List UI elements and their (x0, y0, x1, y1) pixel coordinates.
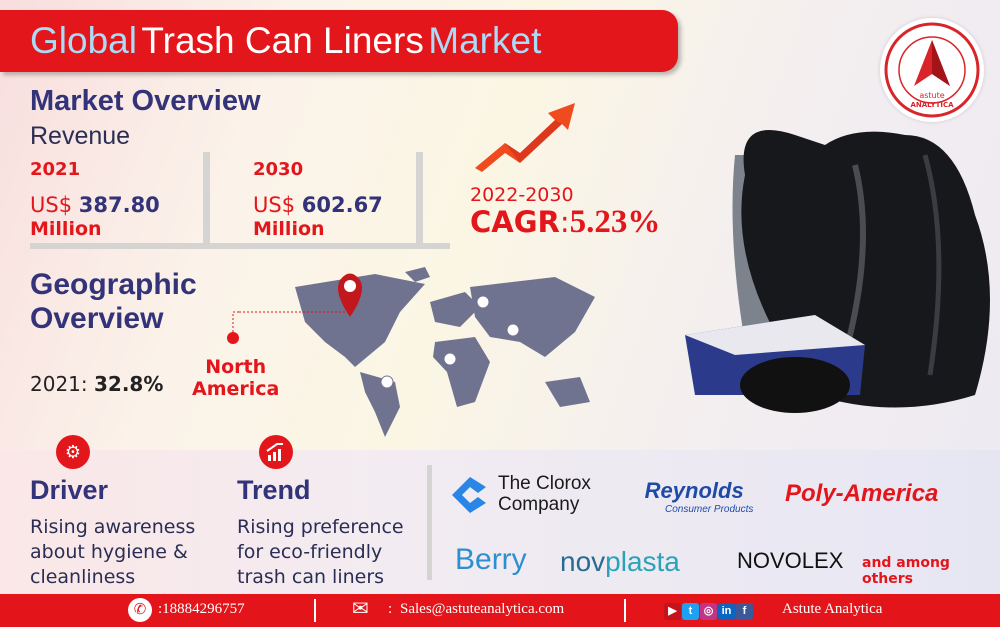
trend-heading: Trend (237, 475, 311, 505)
cagr-value: 5.23% (569, 204, 661, 240)
social-icons: ▶ t ◎ in f (664, 602, 754, 620)
driver-text: Rising awareness about hygiene & cleanli… (30, 516, 196, 588)
cagr-sep: : (559, 205, 570, 239)
logo-name2: ANALYTICA (910, 101, 954, 109)
others-label: and among others (862, 555, 950, 587)
youtube-icon[interactable]: ▶ (664, 603, 681, 620)
linkedin-icon[interactable]: in (718, 603, 735, 620)
region-share: 2021: 32.8% (30, 372, 163, 396)
gears-icon: ⚙ (56, 435, 90, 469)
share-value: 32.8% (94, 372, 164, 396)
reynolds-sub: Consumer Products (665, 504, 754, 515)
revenue-label: Revenue (30, 122, 131, 150)
email-link[interactable]: Sales@astuteanalytica.com (400, 601, 565, 617)
value: 602.67 (301, 193, 383, 217)
unit-2030: Million (253, 218, 325, 240)
cagr-period: 2022-2030 (470, 184, 574, 206)
heading-line1: Geographic (30, 268, 197, 301)
value: 387.80 (78, 193, 160, 217)
novplasta-a: nov (560, 546, 606, 577)
divider (416, 152, 423, 244)
divider (624, 599, 626, 622)
twitter-icon[interactable]: t (682, 603, 699, 620)
geographic-heading: Geographic Overview (30, 268, 197, 336)
facebook-icon[interactable]: f (736, 603, 753, 620)
region-name: North America (192, 356, 279, 400)
title-part1: Global (30, 20, 137, 61)
clorox-line1: The Clorox (498, 473, 591, 494)
driver-heading: Driver (30, 475, 109, 505)
growth-arrow-icon (475, 103, 575, 172)
logo-name1: astute (919, 91, 944, 100)
region-line1: North (205, 356, 267, 378)
novplasta-logo: novplasta (560, 546, 680, 578)
clorox-line2: Company (498, 494, 580, 515)
revenue-2021: US$ 387.80 (30, 193, 160, 217)
phone-icon: ✆ (128, 598, 152, 622)
footer: ✆ :18884296757 ✉ : Sales@astuteanalytica… (0, 594, 1000, 627)
email-sep: : (388, 601, 393, 617)
phone-number[interactable]: :18884296757 (158, 601, 245, 617)
title-part2: Trash Can Liners (141, 20, 424, 61)
bottom-section (0, 450, 1000, 594)
divider (427, 465, 432, 580)
share-year: 2021: (30, 372, 88, 396)
world-map (227, 267, 595, 437)
growth-chart-icon (259, 435, 293, 469)
poly-america-logo: Poly-America (785, 480, 939, 507)
page-title: Global Trash Can Liners Market (30, 10, 541, 72)
novplasta-b: plasta (605, 546, 680, 577)
trash-can-liners-image (685, 130, 990, 413)
cagr: CAGR:5.23% (470, 204, 660, 241)
revenue-2030: US$ 602.67 (253, 193, 383, 217)
trend-text: Rising preference for eco-friendly trash… (237, 516, 404, 588)
year-2021: 2021 (30, 159, 81, 180)
unit-2021: Million (30, 218, 102, 240)
market-overview-heading: Market Overview (30, 85, 261, 117)
instagram-icon[interactable]: ◎ (700, 603, 717, 620)
heading-line2: Overview (30, 302, 164, 335)
title-banner: Global Trash Can Liners Market (0, 10, 678, 72)
clorox-icon (452, 477, 486, 513)
year-2030: 2030 (253, 159, 304, 180)
map-pin-icon (337, 273, 363, 317)
reynolds-logo: Reynolds Consumer Products (635, 478, 754, 515)
berry-logo: Berry (455, 543, 527, 576)
brand-name: Astute Analytica (782, 601, 883, 617)
divider (203, 152, 210, 244)
title-part3: Market (428, 20, 542, 61)
reynolds-name: Reynolds (644, 478, 744, 503)
email-icon: ✉ (352, 598, 369, 620)
currency: US$ (253, 193, 296, 217)
region-line2: America (192, 378, 280, 400)
astute-analytica-logo: astute ANALYTICA (880, 18, 984, 122)
currency: US$ (30, 193, 73, 217)
novolex-logo: NOVOLEX (737, 548, 844, 573)
divider (314, 599, 316, 622)
cagr-label: CAGR (470, 205, 560, 239)
divider (30, 243, 450, 249)
